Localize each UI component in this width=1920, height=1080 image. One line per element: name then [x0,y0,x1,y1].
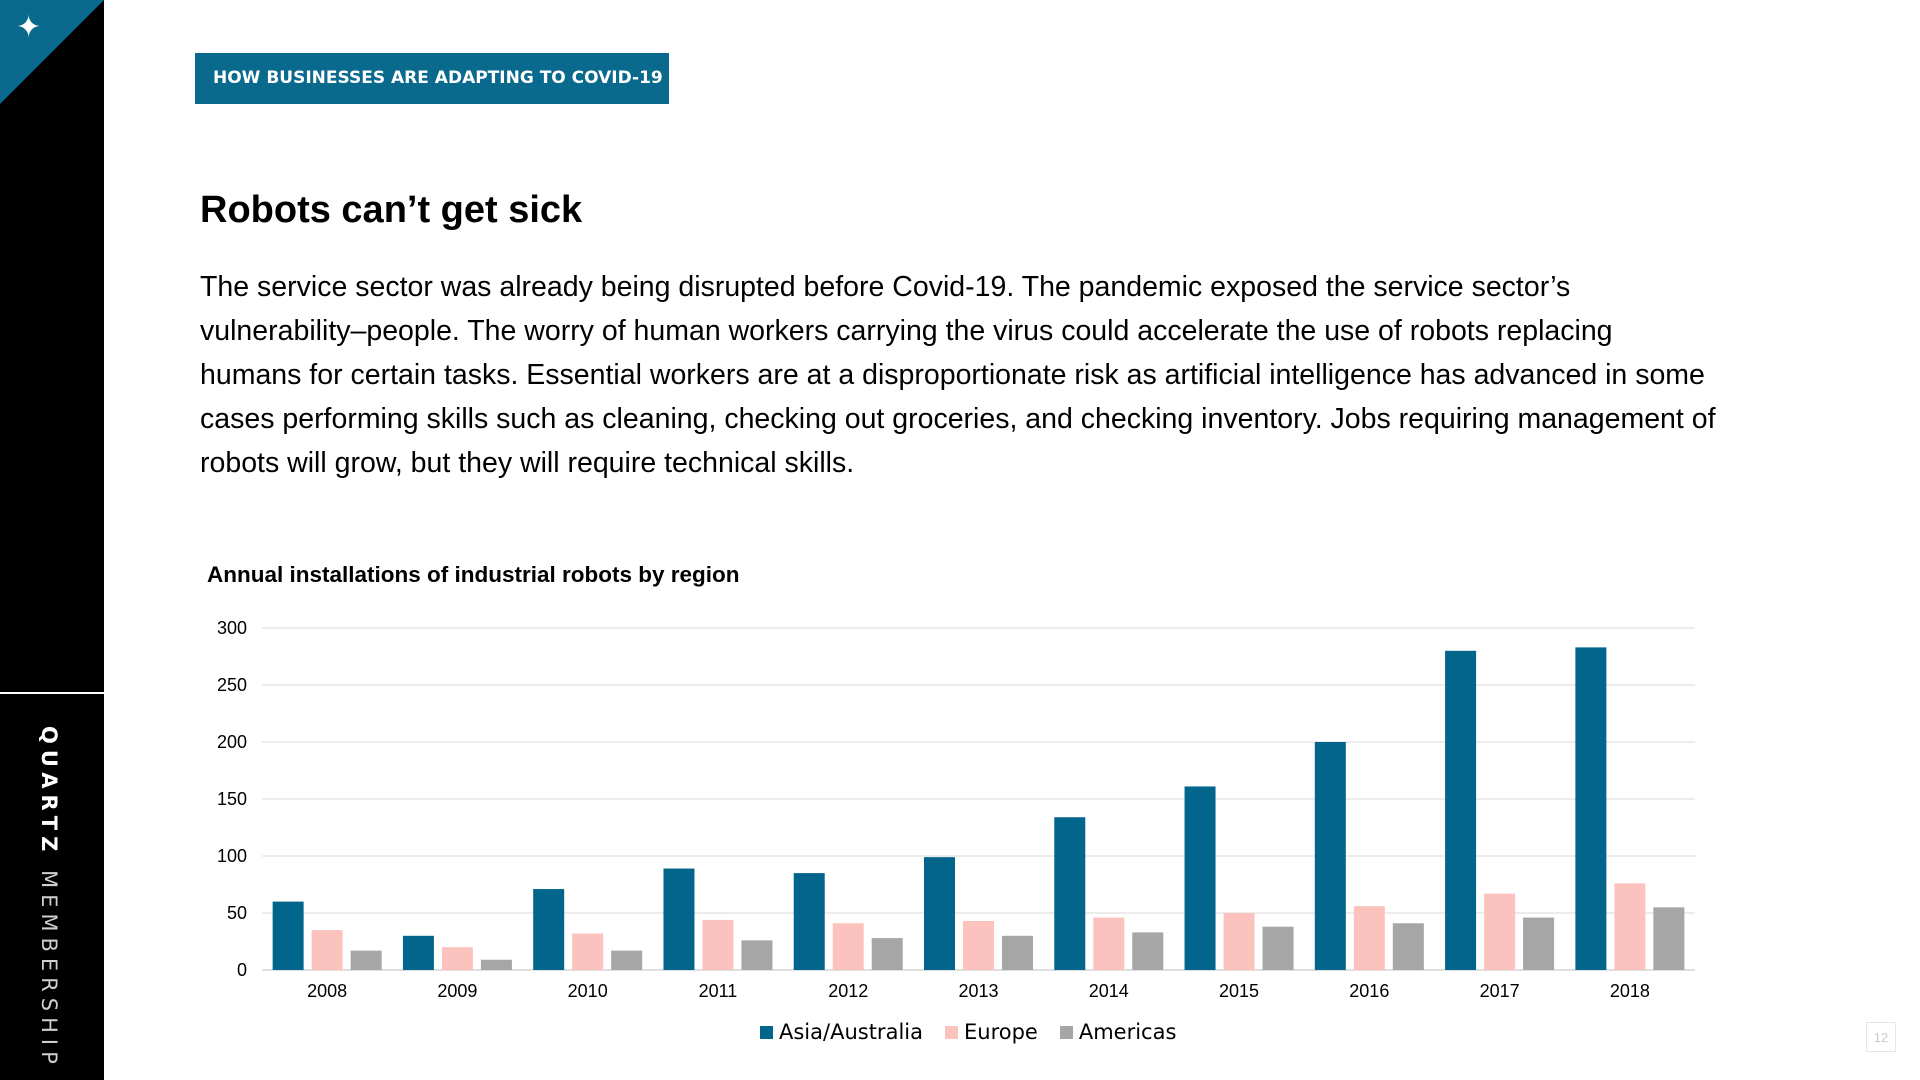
bar [311,930,343,970]
bar [1392,923,1424,970]
bar [1523,917,1555,970]
bar [1054,817,1086,970]
legend-swatch [944,1025,958,1039]
y-tick-label: 300 [217,618,247,638]
bar [272,901,304,970]
chart-legend: Asia/Australia Europe Americas [760,1020,1198,1044]
bar [1132,932,1164,970]
legend-item: Asia/Australia [760,1020,923,1044]
bar [1223,913,1255,970]
bar [924,857,955,970]
page-number: 12 [1866,1022,1896,1052]
section-tag: HOW BUSINESSES ARE ADAPTING TO COVID-19 [195,53,669,104]
bar [1093,917,1125,970]
x-tick-label: 2010 [568,981,608,1001]
bar [441,947,473,970]
legend-item: Americas [1059,1020,1177,1044]
legend-label: Asia/Australia [779,1020,923,1044]
x-tick-label: 2015 [1219,981,1259,1001]
x-tick-label: 2008 [307,981,347,1001]
legend-swatch [760,1025,773,1039]
bar [480,959,512,970]
bar [663,868,695,970]
legend-label: Americas [1078,1020,1177,1044]
bar [702,919,734,970]
y-tick-label: 100 [217,846,247,866]
bar [1314,742,1346,970]
bar [350,950,382,970]
y-tick-label: 50 [227,903,247,923]
bar [1353,906,1385,970]
bar [832,923,864,970]
y-tick-label: 150 [217,789,247,809]
bar [793,873,825,970]
sidebar: ✦ QUARTZ MEMBERSHIP [0,0,104,1080]
corner-accent [0,0,104,104]
bar [871,938,903,970]
x-tick-label: 2013 [958,981,998,1001]
sidebar-divider [0,692,104,694]
bar [1184,786,1216,970]
x-tick-label: 2012 [828,981,868,1001]
y-tick-label: 0 [237,960,247,980]
bar [402,935,434,970]
bar [1262,926,1294,970]
page-title: Robots can’t get sick [200,189,583,231]
x-tick-label: 2018 [1610,981,1650,1001]
legend-swatch [1059,1025,1073,1039]
brand-subtitle: MEMBERSHIP [37,869,61,1070]
x-tick-label: 2016 [1349,981,1389,1001]
star-icon: ✦ [16,10,42,45]
bar [533,889,565,970]
bar-chart: 0 50 100 150 200 250 300 2008 2009 2010 2011 2012 20… [217,618,1695,1001]
bar [1002,935,1033,970]
bar [572,933,604,970]
legend-item: Europe [944,1020,1038,1044]
bar [1445,650,1477,970]
bar [963,920,994,970]
bar [1484,893,1516,970]
y-tick-label: 250 [217,675,247,695]
bar [1575,647,1607,970]
x-tick-label: 2017 [1480,981,1520,1001]
x-tick-label: 2011 [699,981,738,1001]
bar [611,950,643,970]
brand-wordmark: QUARTZ MEMBERSHIP [37,726,61,1070]
bar [741,940,773,970]
x-tick-label: 2014 [1089,981,1129,1001]
y-tick-label: 200 [217,732,247,752]
bar [1614,883,1646,970]
legend-label: Europe [963,1020,1038,1044]
body-paragraph: The service sector was already being dis… [200,271,1716,479]
x-tick-label: 2009 [437,981,477,1001]
chart-title: Annual installations of industrial robot… [207,562,740,587]
brand-name: QUARTZ [37,726,61,858]
bar [1653,907,1685,970]
